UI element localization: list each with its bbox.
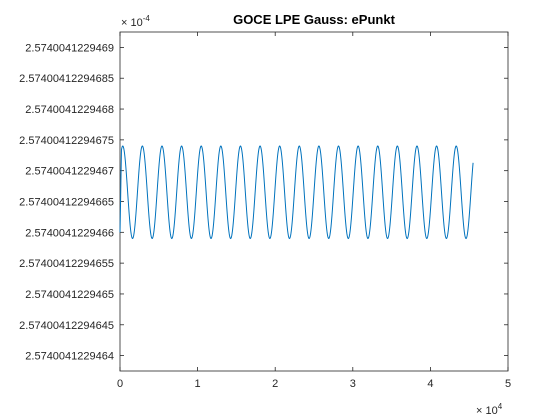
y-tick-label: 2.5740041229464: [25, 351, 114, 363]
y-multiplier-label: × 10-4: [121, 14, 150, 29]
y-tick-label: 2.5740041229469: [25, 42, 114, 54]
y-axis: 2.5740041229464 2.57400412294645 2.5740041…: [19, 42, 508, 363]
y-tick-label: 2.5740041229466: [25, 227, 114, 239]
y-tick-label: 2.57400412294675: [19, 135, 114, 147]
y-tick-label: 2.57400412294655: [19, 258, 114, 270]
y-tick-label: 2.5740041229468: [25, 104, 114, 116]
plot-area: [119, 31, 509, 372]
x-multiplier-label: × 104: [476, 402, 503, 417]
chart-title: GOCE LPE Gauss: ePunkt: [233, 12, 395, 27]
x-tick-label: 3: [350, 378, 356, 390]
y-tick-label: 2.5740041229467: [25, 166, 114, 178]
x-axis: 0 1 2 3 4 5: [117, 32, 511, 390]
x-multiplier-base: × 10: [476, 405, 498, 417]
y-tick-label: 2.5740041229465: [25, 289, 114, 301]
x-tick-label: 0: [117, 378, 123, 390]
y-multiplier-base: × 10: [121, 17, 143, 29]
series-layer: [119, 145, 474, 240]
x-tick-label: 5: [505, 378, 511, 390]
y-multiplier-exponent: -4: [143, 14, 151, 23]
y-tick-label: 2.57400412294685: [19, 73, 114, 85]
series-line: [119, 145, 474, 240]
x-tick-label: 1: [195, 378, 201, 390]
y-tick-label: 2.57400412294665: [19, 197, 114, 209]
x-multiplier-exponent: 4: [498, 402, 503, 411]
x-tick-label: 2: [272, 378, 278, 390]
y-tick-label: 2.57400412294645: [19, 320, 114, 332]
x-tick-label: 4: [427, 378, 433, 390]
